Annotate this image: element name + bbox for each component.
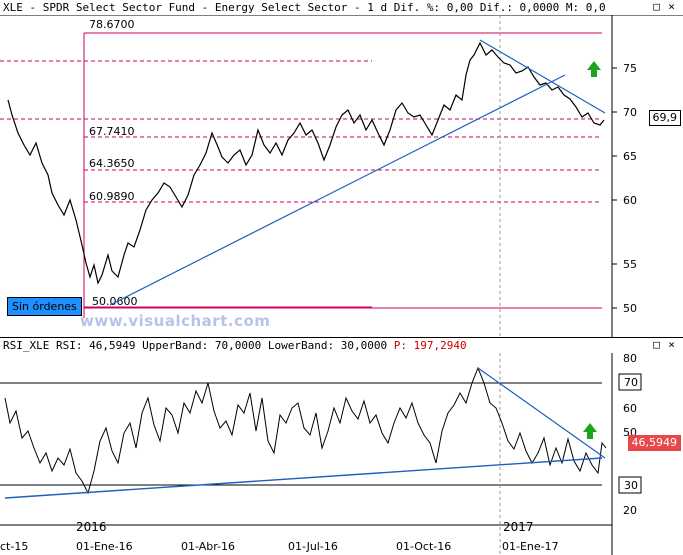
rsi-restore-button[interactable]: □ [650, 338, 663, 351]
x-tick-label: 01-Ene-16 [76, 540, 133, 553]
up-arrow-icon [583, 423, 597, 439]
close-button[interactable]: × [665, 0, 678, 13]
resistance-trendline [479, 39, 606, 114]
y-tick-label: 75 [623, 62, 637, 75]
rsi-last-value-tag: 46,5949 [627, 435, 681, 451]
x-tick-label: 01-Oct-16 [396, 540, 451, 553]
year-label: 2016 [76, 520, 107, 534]
fib-label: 67.7410 [89, 125, 135, 138]
y-tick-label: 55 [623, 258, 637, 271]
fib-label: 78.6700 [89, 18, 135, 31]
x-tick-label: 01-Ene-17 [502, 540, 559, 553]
x-tick-label: 01-Jul-16 [288, 540, 338, 553]
rsi-y-tick: 20 [623, 504, 637, 517]
price-header-text: XLE - SPDR Select Sector Fund - Energy S… [3, 1, 606, 14]
year-label: 2017 [503, 520, 534, 534]
x-tick-label: ct-15 [0, 540, 28, 553]
fib-label: 64.3650 [89, 157, 135, 170]
y-tick-label: 50 [623, 302, 637, 315]
up-arrow-icon [587, 61, 601, 77]
rsi-y-tick: 80 [623, 353, 637, 365]
restore-button[interactable]: □ [650, 0, 663, 13]
fib-label: 50.0600 [92, 295, 138, 308]
y-tick-label: 65 [623, 150, 637, 163]
rsi-chart[interactable]: 80 60 50 20 70 30 2016 2017 ct-15 01-Ene… [0, 353, 683, 555]
last-price-tag: 69,9 [648, 110, 681, 126]
rsi-resistance-trendline [477, 367, 606, 459]
y-tick-label: 70 [623, 106, 637, 119]
price-panel-header: XLE - SPDR Select Sector Fund - Energy S… [0, 0, 683, 15]
watermark: www.visualchart.com [80, 312, 271, 330]
upper-band-label: 70 [624, 376, 638, 389]
orders-button[interactable]: Sin órdenes [7, 297, 82, 316]
rsi-support-trendline [4, 457, 603, 499]
y-tick-label: 60 [623, 194, 637, 207]
fib-label: 60.9890 [89, 190, 135, 203]
rsi-close-button[interactable]: × [665, 338, 678, 351]
lower-band-label: 30 [624, 479, 638, 492]
price-series [7, 41, 605, 285]
x-tick-label: 01-Abr-16 [181, 540, 235, 553]
price-chart[interactable]: 78.6700 67.7410 64.3650 60.9890 50.0600 … [0, 15, 683, 337]
rsi-panel-header: RSI_XLE RSI: 46,5949 UpperBand: 70,0000 … [0, 337, 683, 353]
rsi-y-tick: 60 [623, 402, 637, 415]
support-trendline [109, 74, 566, 306]
rsi-series [4, 366, 607, 495]
rsi-header-text: RSI_XLE RSI: 46,5949 UpperBand: 70,0000 … [3, 339, 467, 352]
